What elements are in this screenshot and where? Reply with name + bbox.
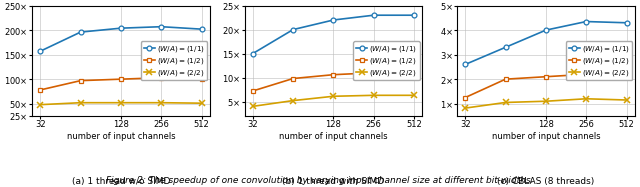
Title: (a) 1 thread w/o SIMD: (a) 1 thread w/o SIMD [72, 177, 170, 186]
X-axis label: number of input channels: number of input channels [67, 132, 175, 141]
Legend: $(W/A) = (1/1)$, $(W/A) = (1/2)$, $(W/A) = (2/2)$: $(W/A) = (1/1)$, $(W/A) = (1/2)$, $(W/A)… [141, 41, 207, 80]
Title: (c) CBLAS (8 threads): (c) CBLAS (8 threads) [497, 177, 595, 186]
X-axis label: number of input channels: number of input channels [279, 132, 388, 141]
Text: Figure 2: The speedup of one convolution by varying input channel size at differ: Figure 2: The speedup of one convolution… [106, 176, 534, 185]
Title: (b) 1 thread with SIMD: (b) 1 thread with SIMD [282, 177, 385, 186]
Legend: $(W/A) = (1/1)$, $(W/A) = (1/2)$, $(W/A) = (2/2)$: $(W/A) = (1/1)$, $(W/A) = (1/2)$, $(W/A)… [353, 41, 420, 80]
Legend: $(W/A) = (1/1)$, $(W/A) = (1/2)$, $(W/A) = (2/2)$: $(W/A) = (1/1)$, $(W/A) = (1/2)$, $(W/A)… [566, 41, 632, 80]
X-axis label: number of input channels: number of input channels [492, 132, 600, 141]
